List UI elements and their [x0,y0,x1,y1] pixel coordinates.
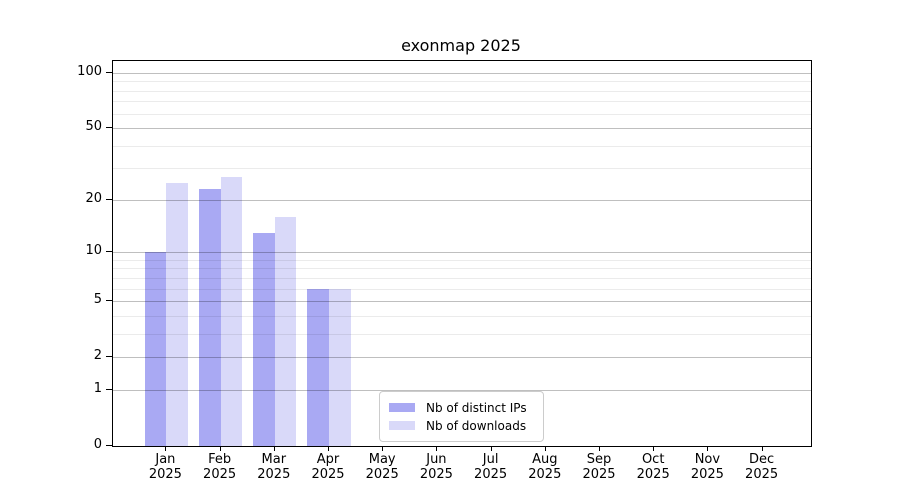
x-tick-mark-oct [653,446,655,451]
x-tick-mark-nov [707,446,709,451]
y-tick-label-100: 100 [77,63,102,79]
x-tick-label-may: May 2025 [365,452,399,482]
x-tick-label-aug: Aug 2025 [528,452,562,482]
y-tick-label-10: 10 [85,243,102,259]
x-tick-mark-sep [599,446,600,451]
legend-label-distinct-ips: Nb of distinct IPs [426,400,527,415]
gridline-minor-6 [113,288,811,290]
y-tick-label-50: 50 [85,119,102,135]
gridline-minor-30 [113,168,811,170]
gridline-major-1 [113,389,811,391]
bar-downloads-jan [166,182,189,446]
gridline-minor-60 [113,113,811,115]
gridline-minor-8 [113,268,811,270]
y-tick-mark-1 [106,388,112,390]
legend: Nb of distinct IPs Nb of downloads [379,391,544,442]
bar-distinct-ips-apr [307,288,329,446]
legend-label-downloads: Nb of downloads [426,418,527,433]
gridline-minor-90 [113,81,811,83]
gridline-minor-40 [113,145,811,147]
gridline-minor-7 [113,277,811,279]
y-tick-label-20: 20 [85,190,102,206]
gridline-minor-9 [113,259,811,261]
gridline-major-100 [113,72,811,74]
y-tick-label-2: 2 [93,348,102,364]
bar-distinct-ips-mar [253,232,275,446]
y-tick-label-0: 0 [93,437,102,452]
x-tick-label-dec: Dec 2025 [745,452,779,482]
gridline-major-5 [113,301,811,303]
x-tick-mark-mar [273,446,275,451]
gridline-minor-70 [113,101,811,103]
x-tick-label-jun: Jun 2025 [419,452,453,482]
x-tick-label-apr: Apr 2025 [311,452,345,482]
x-tick-mark-jul [490,446,492,451]
legend-item-downloads: Nb of downloads [389,419,534,433]
y-tick-mark-10 [106,251,112,253]
legend-item-distinct-ips: Nb of distinct IPs [389,401,534,415]
x-tick-label-feb: Feb 2025 [203,452,237,482]
x-tick-mark-jun [436,446,438,451]
x-tick-mark-dec [761,446,763,451]
x-tick-label-mar: Mar 2025 [257,452,291,482]
gridline-minor-80 [113,90,811,92]
x-tick-label-nov: Nov 2025 [690,452,724,482]
gridline-major-10 [113,252,811,254]
x-tick-label-sep: Sep 2025 [582,452,616,482]
bar-distinct-ips-feb [198,189,221,446]
bar-distinct-ips-jan [144,252,167,446]
x-tick-mark-may [382,446,384,451]
gridline-major-2 [113,357,811,359]
x-tick-label-jan: Jan 2025 [148,452,182,482]
x-tick-mark-feb [219,446,221,451]
x-tick-mark-aug [544,446,546,451]
y-tick-label-1: 1 [93,380,102,396]
bar-downloads-feb [220,176,243,446]
bar-downloads-mar [274,216,297,446]
x-tick-mark-apr [328,446,329,451]
y-tick-mark-2 [106,356,112,358]
y-tick-mark-20 [106,198,112,200]
gridline-minor-3 [113,333,811,335]
x-tick-label-jul: Jul 2025 [474,452,508,482]
gridline-minor-4 [113,315,811,317]
y-tick-mark-0 [106,445,112,446]
gridline-major-50 [113,128,811,130]
x-tick-mark-jan [165,446,167,451]
y-tick-mark-5 [106,300,112,302]
plot-area: Nb of distinct IPs Nb of downloads [112,60,812,447]
legend-swatch-distinct-ips [389,403,415,412]
bar-downloads-apr [329,288,351,446]
y-tick-mark-100 [106,71,112,73]
legend-swatch-downloads [389,421,415,430]
chart-title: exonmap 2025 [401,36,521,55]
y-tick-label-5: 5 [93,292,102,308]
x-tick-label-oct: Oct 2025 [636,452,670,482]
y-tick-mark-50 [106,127,112,129]
gridline-major-20 [113,199,811,201]
